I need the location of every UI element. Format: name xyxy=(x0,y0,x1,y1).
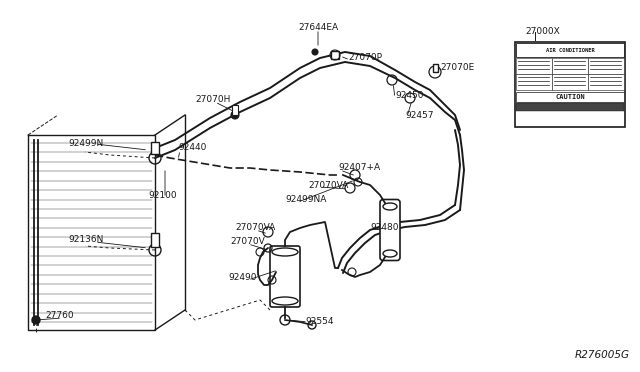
Text: 27070E: 27070E xyxy=(440,64,474,73)
FancyBboxPatch shape xyxy=(380,199,400,260)
Bar xyxy=(433,64,438,72)
Bar xyxy=(516,74,552,90)
Text: 27070VA: 27070VA xyxy=(235,224,275,232)
Bar xyxy=(588,74,623,90)
Text: 27760: 27760 xyxy=(45,311,74,321)
Text: 92490: 92490 xyxy=(228,273,257,282)
Bar xyxy=(516,103,624,111)
Text: R276005G: R276005G xyxy=(575,350,630,360)
Text: 92450: 92450 xyxy=(395,92,424,100)
Text: 27070P: 27070P xyxy=(348,54,382,62)
Text: CAUTION: CAUTION xyxy=(555,94,585,100)
Text: 92457: 92457 xyxy=(405,110,433,119)
Text: 92100: 92100 xyxy=(148,192,177,201)
Bar xyxy=(331,51,339,59)
Circle shape xyxy=(231,111,239,119)
Bar xyxy=(151,142,159,154)
Ellipse shape xyxy=(383,250,397,257)
Text: 92499NA: 92499NA xyxy=(285,196,326,205)
Ellipse shape xyxy=(272,248,298,256)
Text: 27070VA: 27070VA xyxy=(308,180,348,189)
Ellipse shape xyxy=(272,297,298,305)
Text: 92136N: 92136N xyxy=(68,235,104,244)
Text: 92407+A: 92407+A xyxy=(338,164,380,173)
Bar xyxy=(516,43,624,57)
Bar xyxy=(552,58,588,74)
Text: 92554: 92554 xyxy=(305,317,333,327)
Text: 27070H: 27070H xyxy=(195,96,230,105)
Bar xyxy=(588,58,623,74)
Bar xyxy=(151,233,159,247)
Text: 92480: 92480 xyxy=(370,224,399,232)
FancyBboxPatch shape xyxy=(270,246,300,307)
Bar xyxy=(516,58,552,74)
Bar xyxy=(552,74,588,90)
Text: AIR CONDITIONER: AIR CONDITIONER xyxy=(546,48,595,52)
Bar xyxy=(515,42,625,127)
Text: 92440: 92440 xyxy=(178,144,206,153)
Bar xyxy=(516,92,624,102)
Text: 27644EA: 27644EA xyxy=(298,23,338,32)
Ellipse shape xyxy=(383,203,397,210)
Bar xyxy=(232,105,238,115)
Circle shape xyxy=(312,49,318,55)
Text: 27070V: 27070V xyxy=(230,237,265,247)
Text: 92499N: 92499N xyxy=(68,138,103,148)
Text: 27000X: 27000X xyxy=(525,28,560,36)
Circle shape xyxy=(32,316,40,324)
